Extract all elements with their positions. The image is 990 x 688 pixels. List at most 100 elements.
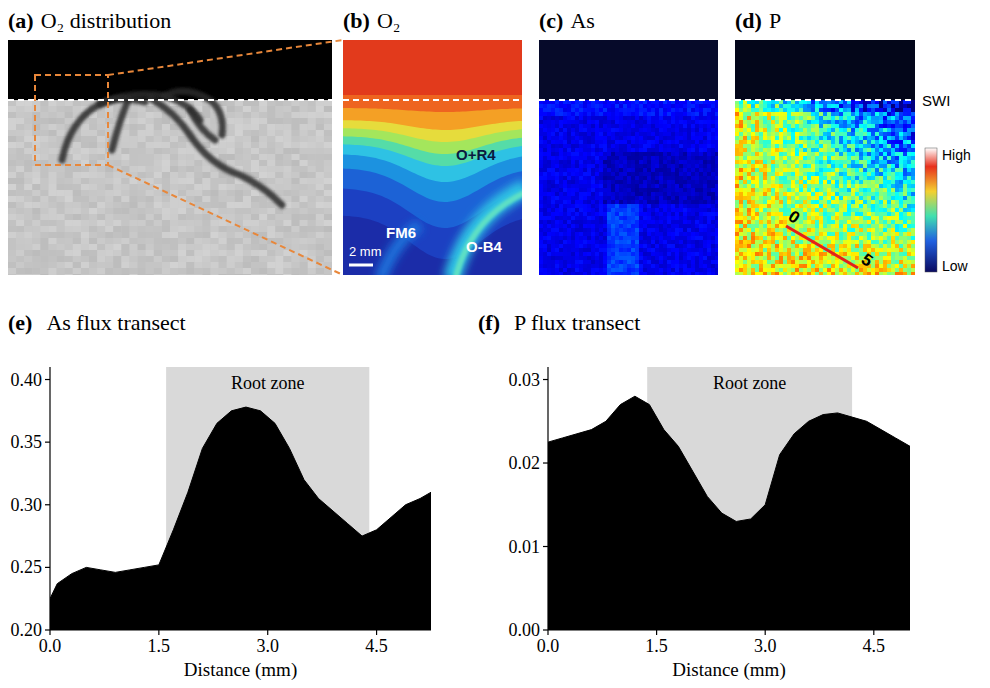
pixel: [655, 152, 659, 156]
soil-texture: [308, 124, 316, 130]
pixel: [651, 116, 655, 120]
soil-texture: [194, 196, 202, 202]
soil-texture: [32, 130, 40, 136]
soil-texture: [32, 154, 40, 160]
soil-texture: [251, 226, 259, 232]
pixel: [579, 152, 583, 156]
soil-texture: [105, 202, 113, 208]
soil-texture: [186, 250, 194, 256]
soil-texture: [243, 208, 251, 214]
o2-contour: [343, 40, 522, 142]
soil-texture: [194, 202, 202, 208]
pixel: [567, 152, 571, 156]
soil-texture: [194, 184, 202, 190]
soil-texture: [243, 244, 251, 250]
root: [190, 110, 215, 140]
soil-texture: [40, 268, 48, 274]
pixel: [703, 108, 707, 112]
soil-texture: [89, 256, 97, 262]
soil-texture: [89, 184, 97, 190]
pixel: [623, 156, 627, 160]
pixel: [551, 124, 555, 128]
soil-texture: [211, 220, 219, 226]
pixel: [651, 104, 655, 108]
soil-texture: [308, 142, 316, 148]
pixel: [543, 144, 547, 148]
soil-texture: [32, 256, 40, 262]
pixel: [611, 120, 615, 124]
pixel: [647, 116, 651, 120]
soil-texture: [235, 154, 243, 160]
panel-title: O₂: [377, 8, 401, 33]
soil-texture: [32, 106, 40, 112]
soil-texture: [235, 136, 243, 142]
soil-texture: [219, 178, 227, 184]
soil-texture: [316, 226, 324, 232]
pixel: [683, 112, 687, 116]
pixel: [575, 124, 579, 128]
pixel: [651, 120, 655, 124]
pixel: [687, 156, 691, 160]
soil-texture: [219, 238, 227, 244]
pixel: [599, 112, 603, 116]
soil-texture: [130, 250, 138, 256]
soil-texture: [57, 208, 65, 214]
pixel: [575, 104, 579, 108]
soil-texture: [194, 238, 202, 244]
pixel: [699, 156, 703, 160]
soil-texture: [121, 196, 129, 202]
pixel: [635, 128, 639, 132]
pixel: [707, 124, 711, 128]
pixel: [687, 124, 691, 128]
soil-texture: [300, 118, 308, 124]
soil-texture: [97, 118, 105, 124]
soil-texture: [283, 256, 291, 262]
pixel: [623, 152, 627, 156]
pixel: [627, 132, 631, 136]
soil-texture: [113, 232, 121, 238]
pixel: [667, 104, 671, 108]
soil-texture: [316, 118, 324, 124]
pixel: [635, 132, 639, 136]
soil-texture: [105, 196, 113, 202]
soil-texture: [138, 220, 146, 226]
soil-texture: [194, 178, 202, 184]
soil-texture: [324, 190, 332, 196]
pixel: [707, 132, 711, 136]
pixel: [695, 132, 699, 136]
soil-texture: [178, 148, 186, 154]
pixel: [675, 148, 679, 152]
pixel: [563, 108, 567, 112]
pixel: [579, 140, 583, 144]
soil-texture: [178, 208, 186, 214]
soil-texture: [227, 262, 235, 268]
soil-texture: [300, 166, 308, 172]
soil-texture: [146, 196, 154, 202]
soil-texture: [275, 232, 283, 238]
soil-texture: [138, 112, 146, 118]
soil-texture: [49, 184, 57, 190]
pixel: [623, 120, 627, 124]
pixel: [679, 104, 683, 108]
pixel: [619, 136, 623, 140]
pixel: [643, 148, 647, 152]
soil-texture: [308, 250, 316, 256]
soil-texture: [16, 106, 24, 112]
soil-texture: [316, 154, 324, 160]
soil-texture: [316, 196, 324, 202]
soil-texture: [324, 238, 332, 244]
soil-texture: [162, 256, 170, 262]
soil-texture: [292, 142, 300, 148]
pixel: [715, 108, 718, 112]
root-oxygen: [452, 188, 522, 275]
soil-texture: [89, 268, 97, 274]
pixel: [599, 124, 603, 128]
pixel: [595, 116, 599, 120]
soil-texture: [121, 274, 129, 275]
pixel: [575, 140, 579, 144]
pixel: [563, 124, 567, 128]
pixel: [571, 128, 575, 132]
soil-texture: [138, 202, 146, 208]
pixel: [583, 132, 587, 136]
pixel: [667, 156, 671, 160]
